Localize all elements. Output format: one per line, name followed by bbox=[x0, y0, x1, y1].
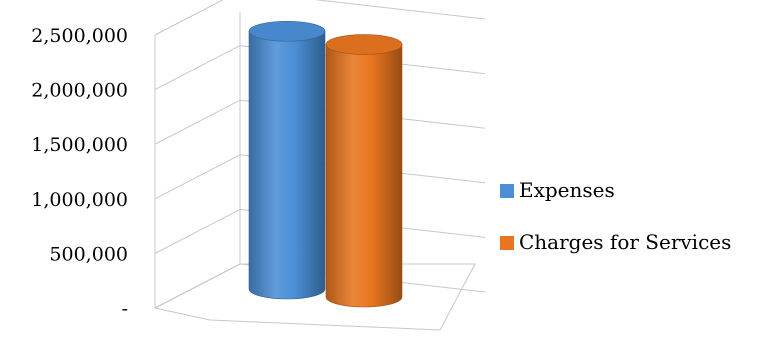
legend-swatch bbox=[500, 236, 514, 250]
gridline-left bbox=[154, 0, 224, 36]
bar-charges-for-services bbox=[325, 34, 403, 308]
y-tick-label: 2,500,000 bbox=[31, 25, 128, 47]
gridline-left bbox=[154, 154, 241, 200]
y-axis-ticks: - 500,000 1,000,000 1,500,000 2,000,000 2,500… bbox=[31, 25, 128, 320]
legend-label: Charges for Services bbox=[519, 230, 731, 254]
legend-label: Expenses bbox=[519, 178, 615, 202]
y-tick-label: - bbox=[122, 298, 128, 320]
gridline-left bbox=[154, 208, 241, 254]
legend-item: Expenses bbox=[500, 178, 615, 202]
gridline-back bbox=[314, 0, 486, 20]
y-tick-label: 1,500,000 bbox=[31, 134, 128, 156]
gridline-left bbox=[154, 263, 241, 309]
gridline-left bbox=[154, 99, 241, 145]
legend-swatch bbox=[500, 184, 514, 198]
bars bbox=[248, 20, 403, 308]
legend: Expenses Charges for Services bbox=[500, 178, 731, 254]
bar-expenses bbox=[248, 20, 326, 300]
y-tick-label: 1,000,000 bbox=[31, 189, 128, 211]
y-tick-label: 2,000,000 bbox=[31, 80, 128, 102]
y-tick-label: 500,000 bbox=[49, 243, 128, 265]
gridline-left bbox=[154, 45, 241, 91]
legend-item: Charges for Services bbox=[500, 230, 731, 254]
